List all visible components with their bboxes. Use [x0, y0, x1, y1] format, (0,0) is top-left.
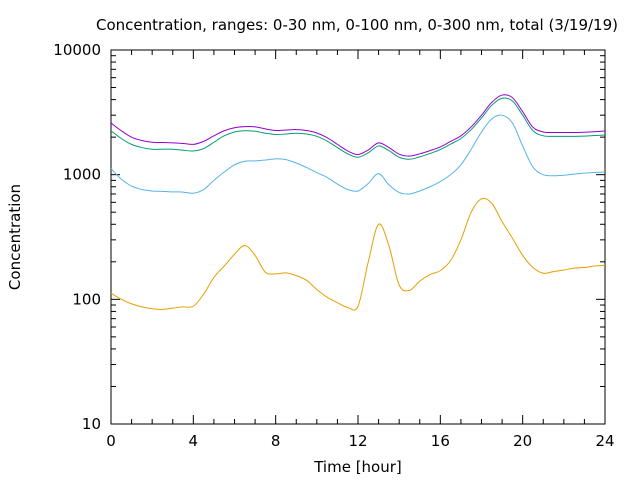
y-tick-label: 100	[72, 290, 101, 308]
x-axis-label: Time [hour]	[313, 458, 402, 476]
y-axis-label: Concentration	[6, 184, 24, 290]
series-line-1	[110, 197, 606, 311]
y-axis: 10 100 1000 10000	[53, 41, 605, 433]
x-tick-label: 16	[431, 432, 450, 450]
series-line-4	[110, 94, 606, 157]
y-tick-label: 1000	[63, 166, 101, 184]
y-tick-label: 10	[82, 415, 101, 433]
x-tick-label: 8	[271, 432, 281, 450]
x-tick-label: 12	[348, 432, 367, 450]
series-line-3	[110, 97, 606, 160]
chart-title: Concentration, ranges: 0-30 nm, 0-100 nm…	[96, 16, 618, 34]
series-layer	[110, 94, 606, 311]
plot-frame	[110, 49, 606, 425]
series-line-2	[110, 114, 606, 195]
x-tick-label: 24	[595, 432, 614, 450]
y-tick-label: 10000	[53, 41, 101, 59]
x-tick-label: 4	[189, 432, 199, 450]
x-tick-label: 0	[106, 432, 116, 450]
x-axis: 0 4 8 12 16 20 24	[106, 50, 615, 450]
x-tick-label: 20	[513, 432, 532, 450]
